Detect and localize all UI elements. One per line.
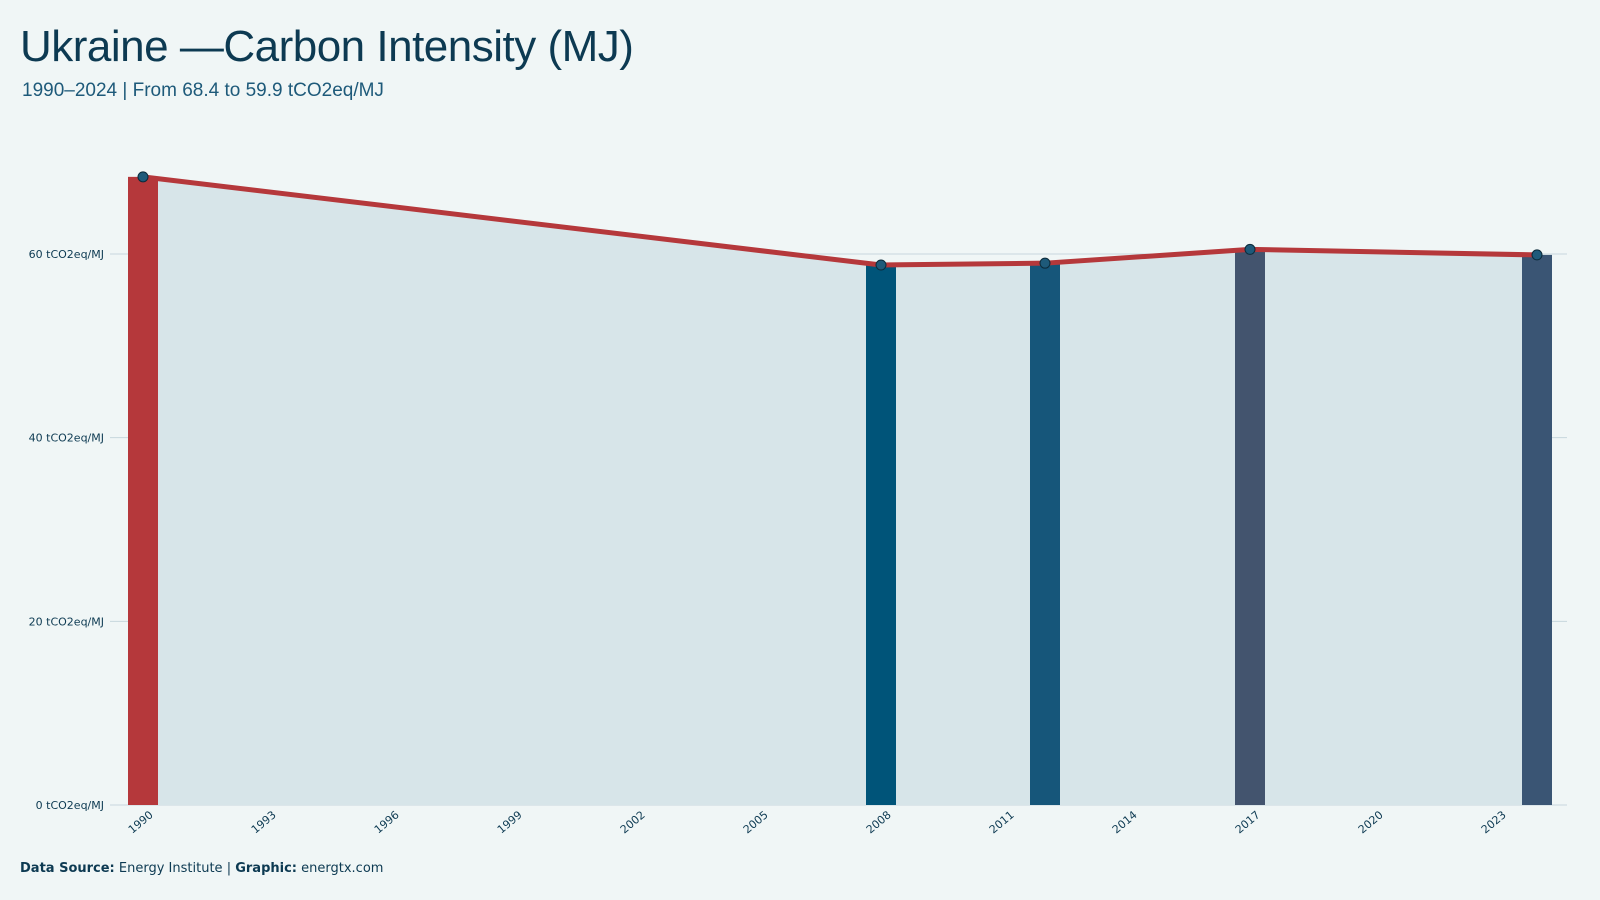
- x-tick-label-2017: 2017: [1233, 808, 1263, 836]
- bar-layer: [128, 176, 1552, 806]
- point-1990: [137, 171, 149, 183]
- source-label: Data Source:: [20, 861, 115, 876]
- x-axis-ticks: 1990 1993 1996 1999 2002 2005 2008 2011 2014 2017…: [126, 808, 1509, 836]
- x-tick-label-1993: 1993: [249, 808, 279, 836]
- bar-2017: [1235, 249, 1265, 806]
- source-value: Energy Institute: [118, 861, 223, 876]
- point-2012: [1039, 257, 1051, 269]
- bar-1990: [128, 176, 158, 806]
- x-tick-label-2005: 2005: [741, 808, 771, 836]
- graphic-label: Graphic:: [235, 861, 297, 876]
- bar-2012: [1030, 263, 1060, 805]
- bar-2024: [1522, 254, 1552, 805]
- footer-separator: |: [226, 861, 232, 876]
- x-tick-label-2023: 2023: [1479, 808, 1509, 836]
- x-tick-label-1990: 1990: [126, 808, 156, 836]
- y-tick-label-0: 0 tCO2eq/MJ: [36, 799, 104, 812]
- x-tick-label-2014: 2014: [1110, 808, 1140, 836]
- marker-layer: [137, 171, 1543, 271]
- bar-2008: [866, 265, 896, 805]
- chart-subtitle: 1990–2024 | From 68.4 to 59.9 tCO2eq/MJ: [22, 80, 384, 101]
- point-2008: [875, 259, 887, 271]
- x-tick-label-2011: 2011: [987, 808, 1017, 836]
- x-tick-label-2020: 2020: [1356, 808, 1386, 836]
- point-2024: [1531, 249, 1543, 261]
- y-tick-label-20: 20 tCO2eq/MJ: [29, 615, 104, 628]
- y-tick-label-60: 60 tCO2eq/MJ: [29, 248, 104, 261]
- x-tick-label-2002: 2002: [618, 808, 648, 836]
- area-layer: [143, 176, 1537, 806]
- graphic-value: energtx.com: [301, 861, 384, 876]
- x-tick-label-1996: 1996: [372, 808, 402, 836]
- point-2017: [1244, 243, 1256, 255]
- area-fill: [143, 176, 1537, 806]
- y-axis-ticks: 0 tCO2eq/MJ 20 tCO2eq/MJ 40 tCO2eq/MJ 60 tC…: [29, 248, 104, 812]
- chart-title: Ukraine —Carbon Intensity (MJ): [20, 22, 634, 71]
- y-tick-label-40: 40 tCO2eq/MJ: [29, 432, 104, 445]
- footer: Data Source: Energy Institute | Graphic:…: [20, 861, 383, 876]
- x-tick-label-2008: 2008: [864, 808, 894, 836]
- x-tick-label-1999: 1999: [495, 808, 525, 836]
